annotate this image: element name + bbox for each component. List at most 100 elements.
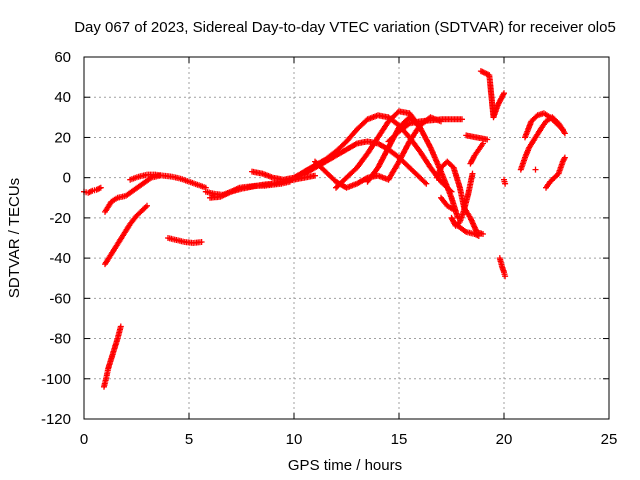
series-track-06 bbox=[165, 235, 205, 246]
y-tick-label: -80 bbox=[49, 331, 71, 348]
series-track-03 bbox=[102, 202, 150, 268]
data-trace bbox=[529, 113, 540, 124]
data-trace bbox=[344, 141, 359, 152]
data-trace bbox=[548, 115, 559, 126]
data-trace bbox=[323, 169, 338, 184]
data-point bbox=[559, 126, 566, 133]
data-trace bbox=[365, 135, 381, 156]
data-trace bbox=[396, 139, 412, 164]
data-trace bbox=[527, 135, 538, 150]
data-point bbox=[469, 170, 476, 177]
series-track-16 bbox=[433, 158, 486, 237]
data-point bbox=[480, 231, 486, 237]
data-point bbox=[312, 172, 318, 179]
data-trace bbox=[473, 231, 481, 239]
data-trace bbox=[365, 165, 380, 184]
data-trace bbox=[375, 119, 391, 140]
x-tick-label: 25 bbox=[601, 431, 618, 448]
data-trace bbox=[397, 121, 412, 134]
data-trace bbox=[132, 181, 145, 192]
series-track-23 bbox=[496, 255, 509, 280]
data-trace bbox=[375, 145, 391, 170]
data-trace bbox=[355, 175, 370, 186]
data-trace bbox=[109, 242, 120, 256]
data-trace bbox=[121, 222, 133, 236]
series-track-21 bbox=[463, 132, 491, 143]
plot-frame bbox=[83, 56, 610, 420]
data-point bbox=[97, 184, 104, 191]
data-point bbox=[502, 180, 509, 187]
data-trace bbox=[445, 203, 455, 212]
data-point bbox=[561, 154, 568, 161]
x-axis-label: GPS time / hours bbox=[288, 457, 402, 474]
data-trace bbox=[124, 187, 136, 198]
grid-lines bbox=[84, 57, 609, 419]
x-tick-label: 5 bbox=[185, 431, 193, 448]
series-track-19 bbox=[454, 222, 482, 239]
data-trace bbox=[344, 165, 359, 180]
data-trace bbox=[417, 125, 433, 150]
data-point bbox=[501, 90, 507, 97]
data-trace bbox=[439, 196, 450, 208]
series-track-27 bbox=[532, 166, 539, 173]
data-trace bbox=[548, 176, 556, 184]
data-trace bbox=[476, 142, 485, 151]
series-track-22 bbox=[477, 68, 507, 121]
data-trace bbox=[454, 220, 462, 228]
data-trace bbox=[468, 153, 477, 166]
data-trace bbox=[472, 148, 481, 157]
data-trace bbox=[457, 186, 467, 210]
data-trace bbox=[334, 175, 349, 190]
data-trace bbox=[495, 95, 505, 107]
data-trace bbox=[560, 155, 568, 164]
data-trace bbox=[522, 119, 534, 139]
data-trace bbox=[302, 163, 317, 174]
data-trace bbox=[407, 165, 422, 180]
data-trace bbox=[417, 149, 433, 170]
data-point bbox=[144, 202, 150, 209]
y-tick-label: -120 bbox=[41, 411, 71, 428]
x-tick-label: 20 bbox=[496, 431, 513, 448]
y-tick-label: 40 bbox=[54, 89, 71, 106]
data-trace bbox=[542, 111, 552, 120]
series-track-02 bbox=[101, 323, 124, 390]
data-trace bbox=[554, 121, 565, 132]
y-tick-label: -20 bbox=[49, 210, 71, 227]
data-trace bbox=[386, 109, 401, 124]
y-tick-label: -100 bbox=[41, 371, 71, 388]
data-trace bbox=[141, 175, 153, 186]
data-trace bbox=[344, 127, 359, 144]
data-trace bbox=[95, 185, 103, 193]
data-trace bbox=[128, 214, 139, 226]
series-track-24 bbox=[501, 176, 509, 187]
data-trace bbox=[499, 264, 507, 274]
data-trace bbox=[552, 172, 561, 180]
data-trace bbox=[464, 132, 489, 143]
y-tick-label: -60 bbox=[49, 290, 71, 307]
data-trace bbox=[323, 149, 338, 162]
data-trace bbox=[141, 204, 149, 212]
y-axis-label: SDTVAR / TECUs bbox=[6, 178, 23, 298]
data-trace bbox=[483, 70, 491, 78]
y-tick-label: 20 bbox=[54, 129, 71, 146]
data-trace bbox=[334, 139, 349, 154]
chart-title: Day 067 of 2023, Sidereal Day-to-day VTE… bbox=[74, 19, 616, 36]
data-trace bbox=[355, 151, 370, 170]
data-trace bbox=[479, 68, 487, 76]
data-point bbox=[117, 323, 124, 330]
data-trace bbox=[533, 125, 544, 139]
series-track-15 bbox=[385, 116, 465, 145]
data-trace bbox=[539, 119, 548, 129]
data-point bbox=[198, 239, 205, 245]
data-point bbox=[423, 180, 430, 187]
data-trace bbox=[499, 91, 507, 99]
data-trace bbox=[456, 223, 468, 234]
data-point bbox=[484, 136, 491, 143]
data-trace bbox=[115, 325, 124, 340]
data-trace bbox=[109, 195, 119, 204]
data-trace bbox=[355, 117, 370, 132]
data-point bbox=[450, 206, 457, 213]
data-trace bbox=[451, 166, 463, 190]
